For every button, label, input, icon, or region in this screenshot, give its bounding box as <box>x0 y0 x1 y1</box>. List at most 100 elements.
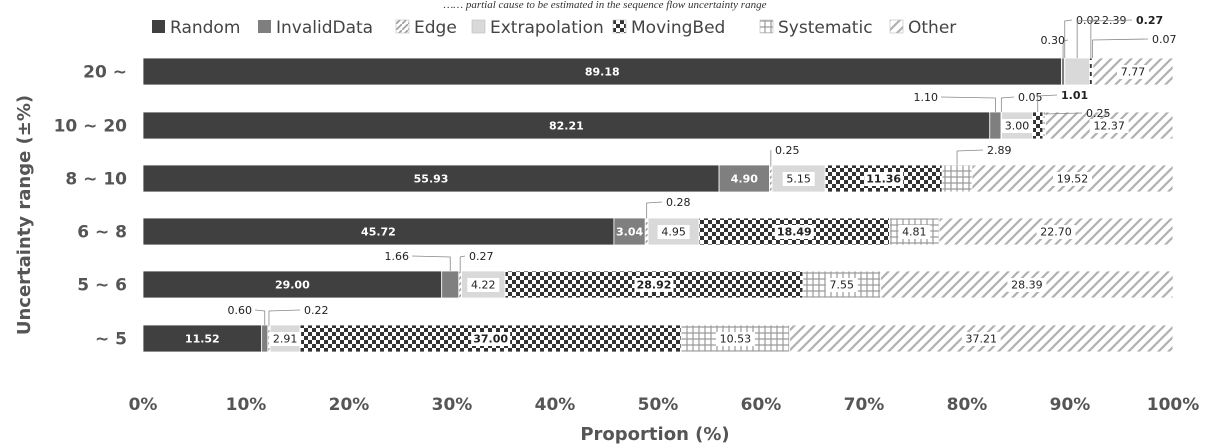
legend-label-extrapolation: Extrapolation <box>490 18 604 38</box>
bar-segment-random-5 <box>142 324 263 353</box>
segment-label-random-6-8: 45.72 <box>361 226 396 239</box>
category-label-5-6: 5 ~ 6 <box>77 276 127 296</box>
segment-label-other-20: 7.77 <box>1121 66 1146 79</box>
category-label-10-20: 10 ~ 20 <box>54 117 128 137</box>
segment-label-random-8-10: 55.93 <box>414 173 449 186</box>
segment-label-bg <box>1089 119 1129 133</box>
callout-leader-extrapolation-20 <box>1076 19 1099 58</box>
callout-label-systematic-8-10: 2.89 <box>987 144 1012 157</box>
bar-segment-random-20 <box>142 57 1062 86</box>
segment-label-invaliddata-8-10: 4.90 <box>731 173 758 186</box>
callout-label-invaliddata-10-20: 1.10 <box>914 91 939 104</box>
x-tick-label-100: 100% <box>1147 395 1200 415</box>
legend-swatch-other <box>889 19 904 34</box>
segment-label-random-5: 11.52 <box>185 333 220 346</box>
segment-label-bg <box>898 225 931 239</box>
bar-segment-extrapolation-20 <box>1064 57 1090 86</box>
x-tick-label-90: 90% <box>1050 395 1091 415</box>
category-label-8-10: 8 ~ 10 <box>65 170 127 190</box>
legend-label-invaliddata: InvalidData <box>276 18 373 38</box>
segment-label-extrapolation-5: 2.91 <box>273 333 298 346</box>
segment-label-movingbed-8-10: 11.36 <box>866 173 901 186</box>
segment-label-bg <box>467 278 500 292</box>
legend-swatch-movingbed <box>612 19 627 34</box>
callout-leader-invaliddata-5 <box>254 309 266 325</box>
segment-labels: 89.18 82.21 55.93 45.72 29.00 11.52 7.77 12.37 1… <box>185 65 1149 346</box>
category-label-6-8: 6 ~ 8 <box>77 223 127 243</box>
segment-label-bg <box>825 278 858 292</box>
segment-label-bg <box>1116 65 1149 79</box>
legend-swatch-random <box>152 20 165 33</box>
segment-label-other-6-8: 22.70 <box>1040 226 1072 239</box>
segment-label-movingbed-6-8: 18.49 <box>777 226 812 239</box>
legend-label-systematic: Systematic <box>778 18 873 38</box>
segment-label-bg <box>471 332 511 346</box>
callout-leader-movingbed-10-20 <box>1037 94 1058 112</box>
bar-segment-invaliddata-5-6 <box>441 270 460 299</box>
legend-label-movingbed: MovingBed <box>631 18 725 38</box>
callout-label-systematic-10-20: 0.25 <box>1086 107 1111 120</box>
segment-label-random-5-6: 29.00 <box>275 279 310 292</box>
segment-label-invaliddata-6-8: 3.04 <box>616 226 643 239</box>
callout-label-movingbed-10-20: 1.01 <box>1061 89 1088 102</box>
x-tick-label-0: 0% <box>129 395 158 415</box>
legend-label-random: Random <box>170 18 240 38</box>
segment-label-extrapolation-10-20: 3.00 <box>1005 120 1030 133</box>
x-tick-label-10: 10% <box>226 395 267 415</box>
category-label-5: ~ 5 <box>95 330 127 350</box>
x-tick-label-60: 60% <box>741 395 782 415</box>
callout-leader-invaliddata-10-20 <box>940 96 996 112</box>
bar-segment-edge-5-6 <box>458 270 462 299</box>
callout-leader-systematic-10-20 <box>1043 112 1083 115</box>
segment-label-bg <box>1036 225 1076 239</box>
x-tick-label-40: 40% <box>535 395 576 415</box>
x-axis-ticks: 0% 10% 20% 30% 40% 50% 60% 70% 80% 90% 100% <box>129 395 1200 415</box>
callout-leader-edge-10-20 <box>1000 96 1015 112</box>
bar-segment-invaliddata-5 <box>261 324 269 353</box>
bar-segment-systematic-8-10 <box>941 164 973 193</box>
x-tick-label-20: 20% <box>329 395 370 415</box>
legend-swatch-systematic <box>759 19 774 34</box>
callout-label-movingbed-20: 0.27 <box>1136 14 1163 27</box>
legend-label-edge: Edge <box>414 18 457 38</box>
callout-label-edge-5-6: 0.27 <box>469 250 494 263</box>
segment-label-bg <box>634 278 674 292</box>
segment-label-systematic-6-8: 4.81 <box>902 226 927 239</box>
segment-label-bg <box>269 332 302 346</box>
callout-leader-invaliddata-5-6 <box>411 255 451 271</box>
segment-label-other-5: 37.21 <box>966 333 998 346</box>
bar-segment-invaliddata-6-8 <box>613 217 646 246</box>
segment-label-extrapolation-8-10: 5.15 <box>786 173 811 186</box>
segment-label-bg <box>657 225 690 239</box>
segment-label-bg <box>774 225 814 239</box>
callout-leader-edge-6-8 <box>646 201 663 218</box>
segment-label-other-8-10: 19.52 <box>1057 173 1089 186</box>
segment-label-bg <box>864 172 904 186</box>
bar-segment-invaliddata-10-20 <box>989 111 1002 140</box>
legend-swatch-edge <box>395 19 410 34</box>
legend-swatch-extrapolation <box>471 19 486 34</box>
segment-label-other-10-20: 12.37 <box>1093 120 1125 133</box>
segment-label-systematic-5: 10.53 <box>720 333 752 346</box>
segment-label-bg <box>1001 119 1034 133</box>
segment-label-random-10-20: 82.21 <box>549 120 584 133</box>
segment-label-other-5-6: 28.39 <box>1011 279 1043 292</box>
bar-segment-random-5-6 <box>142 270 443 299</box>
segment-label-bg <box>961 332 1001 346</box>
callout-leader-systematic-8-10 <box>956 149 984 165</box>
callout-leader-movingbed-20 <box>1090 19 1133 58</box>
bar-segment-movingbed-20 <box>1089 57 1093 86</box>
segment-label-bg <box>715 332 755 346</box>
category-labels: 20 ~ 10 ~ 20 8 ~ 10 6 ~ 8 5 ~ 6 ~ 5 <box>54 63 128 350</box>
callout-label-invaliddata-5: 0.60 <box>228 304 253 317</box>
bar-segment-movingbed-10-20 <box>1032 111 1044 140</box>
y-axis-title: Uncertainty range (±%) <box>14 95 35 335</box>
segment-label-bg <box>782 172 815 186</box>
x-tick-label-80: 80% <box>947 395 988 415</box>
callout-label-invaliddata-20: 0.30 <box>1041 34 1066 47</box>
callout-label-edge-10-20: 0.05 <box>1018 91 1043 104</box>
legend-label-other: Other <box>908 18 956 38</box>
callout-leader-edge-5 <box>268 309 301 325</box>
segment-label-systematic-5-6: 7.55 <box>830 279 855 292</box>
